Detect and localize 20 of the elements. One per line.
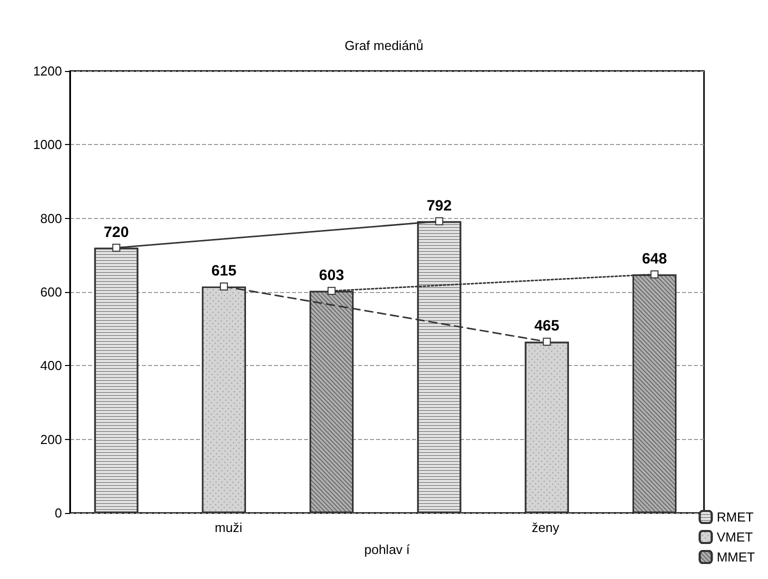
data-label: 792: [426, 197, 452, 214]
data-label: 648: [642, 250, 667, 268]
data-label: 465: [534, 318, 560, 335]
data-label: 615: [211, 262, 236, 280]
y-tick-label: 1000: [33, 137, 62, 152]
legend-label: RMET: [716, 510, 754, 524]
data-label: 603: [319, 266, 344, 284]
data-label: 720: [104, 224, 129, 241]
y-tick-label: 600: [40, 284, 62, 300]
y-tick-label: 400: [40, 358, 62, 374]
chart-title: Graf mediánů: [344, 38, 424, 53]
legend-label: VMET: [716, 530, 753, 544]
y-tick-label: 0: [54, 506, 62, 520]
y-tick-label: 200: [40, 432, 62, 447]
legend-label: MMET: [716, 550, 756, 564]
y-tick-label: 800: [40, 210, 62, 226]
x-axis-title: pohlav í: [364, 542, 410, 557]
y-tick-label: 1200: [33, 64, 62, 78]
x-tick-label: ženy: [532, 520, 560, 535]
x-tick-label: muži: [214, 520, 242, 535]
